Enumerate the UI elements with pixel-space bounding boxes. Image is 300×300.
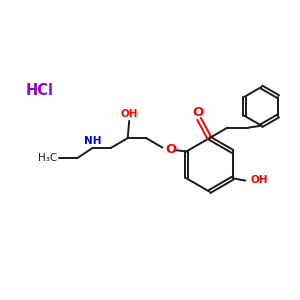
Text: HCl: HCl: [26, 83, 54, 98]
Text: H₃C: H₃C: [38, 153, 58, 163]
Text: O: O: [192, 106, 203, 119]
Text: OH: OH: [121, 109, 138, 119]
Text: O: O: [165, 142, 176, 156]
Text: NH: NH: [84, 136, 102, 146]
Text: OH: OH: [250, 175, 268, 185]
